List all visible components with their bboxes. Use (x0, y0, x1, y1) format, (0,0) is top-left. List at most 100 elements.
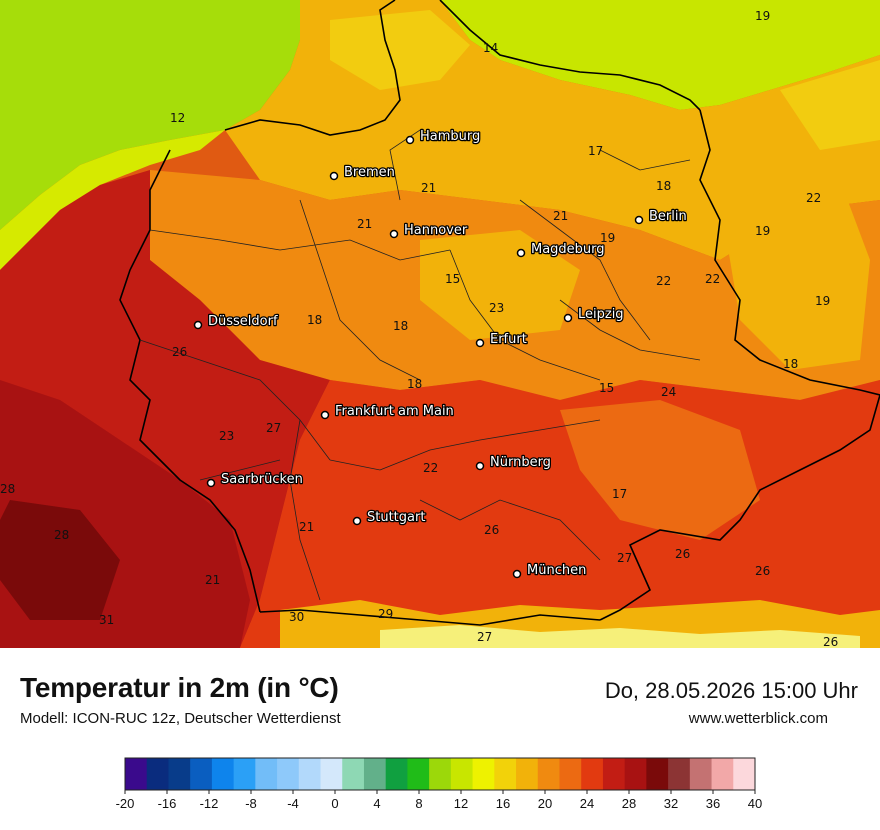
city-dot-icon (475, 338, 485, 348)
legend-tick-label: 36 (706, 796, 720, 811)
legend-swatch (516, 758, 539, 790)
value-label: 23 (489, 301, 504, 315)
legend-swatch (494, 758, 517, 790)
city-bremen[interactable]: Bremen (329, 164, 396, 181)
city-label: Stuttgart (367, 510, 425, 525)
legend-swatch (624, 758, 647, 790)
value-label: 21 (421, 181, 436, 195)
value-label: 19 (815, 294, 830, 308)
city-hannover[interactable]: Hannover (389, 222, 469, 239)
legend-swatch (711, 758, 734, 790)
value-label: 24 (661, 385, 676, 399)
city-nuernberg[interactable]: Nürnberg (475, 454, 552, 471)
value-label: 18 (783, 357, 798, 371)
city-label: Berlin (649, 209, 687, 224)
city-dot-icon (193, 320, 203, 330)
value-label: 21 (553, 209, 568, 223)
city-dot-icon (352, 516, 362, 526)
legend-tick-label: 20 (538, 796, 552, 811)
value-label: 23 (219, 429, 234, 443)
city-berlin[interactable]: Berlin (634, 208, 688, 225)
legend-tick-label: 28 (622, 796, 636, 811)
city-markers: Hamburg Bremen Hannover Berlin Magdeburg… (193, 128, 688, 579)
legend-ticks: -20 -16 -12 -8 -4 0 4 8 12 16 20 24 28 32 36 40 (116, 790, 762, 811)
legend-swatch (190, 758, 213, 790)
value-label: 28 (54, 528, 69, 542)
east-mild-patch (780, 60, 880, 150)
value-label: 22 (656, 274, 671, 288)
north-sea-coastal (0, 130, 225, 270)
value-label: 27 (266, 421, 281, 435)
legend-tick-label: 16 (496, 796, 510, 811)
saar-dark-patch (0, 500, 120, 620)
map-footer: Temperatur in 2m (in °C) Modell: ICON-RU… (0, 648, 880, 830)
legend-swatch (646, 758, 669, 790)
value-label: 26 (755, 564, 770, 578)
city-frankfurt[interactable]: Frankfurt am Main (320, 403, 455, 420)
city-leipzig[interactable]: Leipzig (563, 306, 625, 323)
legend-swatch (385, 758, 408, 790)
city-label: München (527, 563, 586, 578)
map-title: Temperatur in 2m (in °C) (20, 672, 339, 703)
value-label: 22 (705, 272, 720, 286)
value-labels: 19 14 12 17 21 18 21 21 19 22 15 22 22 1… (0, 9, 838, 648)
north-mild-patch (330, 10, 470, 90)
city-stuttgart[interactable]: Stuttgart (352, 509, 427, 526)
legend-tick-label: 8 (415, 796, 422, 811)
value-label: 18 (656, 179, 671, 193)
city-muenchen[interactable]: München (512, 562, 588, 579)
baltic-sea (440, 0, 880, 110)
city-dot-icon (516, 248, 526, 258)
legend-swatch (602, 758, 626, 790)
value-label: 26 (675, 547, 690, 561)
city-magdeburg[interactable]: Magdeburg (516, 241, 606, 258)
country-borders (119, 0, 880, 626)
website-link[interactable]: www.wetterblick.com (688, 710, 828, 727)
legend-swatch (559, 758, 582, 790)
value-label: 27 (477, 630, 492, 644)
value-label: 18 (393, 319, 408, 333)
city-label: Bremen (344, 165, 395, 180)
value-label: 30 (289, 610, 304, 624)
legend-tick-label: -4 (287, 796, 299, 811)
value-label: 21 (357, 217, 372, 231)
value-label: 17 (588, 144, 603, 158)
legend-swatch (407, 758, 430, 790)
legend-tick-label: -12 (200, 796, 219, 811)
city-hamburg[interactable]: Hamburg (405, 128, 482, 145)
legend-swatch (668, 758, 691, 790)
value-label: 17 (612, 487, 627, 501)
temperature-map: 19 14 12 17 21 18 21 21 19 22 15 22 22 1… (0, 0, 880, 648)
city-label: Saarbrücken (221, 472, 303, 487)
value-label: 26 (172, 345, 187, 359)
color-legend: -20 -16 -12 -8 -4 0 4 8 12 16 20 24 28 32 36 40 (116, 757, 762, 811)
value-label: 14 (483, 41, 498, 55)
value-label: 28 (0, 482, 15, 496)
central-mild-patch (420, 230, 580, 340)
legend-tick-label: 4 (373, 796, 380, 811)
city-dot-icon (389, 229, 399, 239)
city-duesseldorf[interactable]: Düsseldorf (193, 313, 279, 330)
legend-swatch (472, 758, 495, 790)
value-label: 15 (445, 272, 460, 286)
city-erfurt[interactable]: Erfurt (475, 331, 528, 348)
city-dot-icon (475, 461, 485, 471)
legend-swatch (581, 758, 604, 790)
city-dot-icon (320, 410, 330, 420)
legend-swatch (146, 758, 169, 790)
city-label: Nürnberg (490, 455, 551, 470)
city-dot-icon (405, 135, 415, 145)
city-label: Magdeburg (531, 242, 605, 257)
legend-swatch (255, 758, 278, 790)
legend-swatch (277, 758, 300, 790)
legend-tick-label: 0 (331, 796, 338, 811)
city-saarbruecken[interactable]: Saarbrücken (206, 471, 304, 488)
legend-swatch (342, 758, 365, 790)
legend-tick-label: 32 (664, 796, 678, 811)
legend-swatch (537, 758, 560, 790)
legend-tick-label: -8 (245, 796, 257, 811)
value-label: 29 (378, 607, 393, 621)
city-label: Hannover (404, 223, 468, 238)
legend-swatch (450, 758, 474, 790)
city-label: Frankfurt am Main (335, 404, 454, 419)
